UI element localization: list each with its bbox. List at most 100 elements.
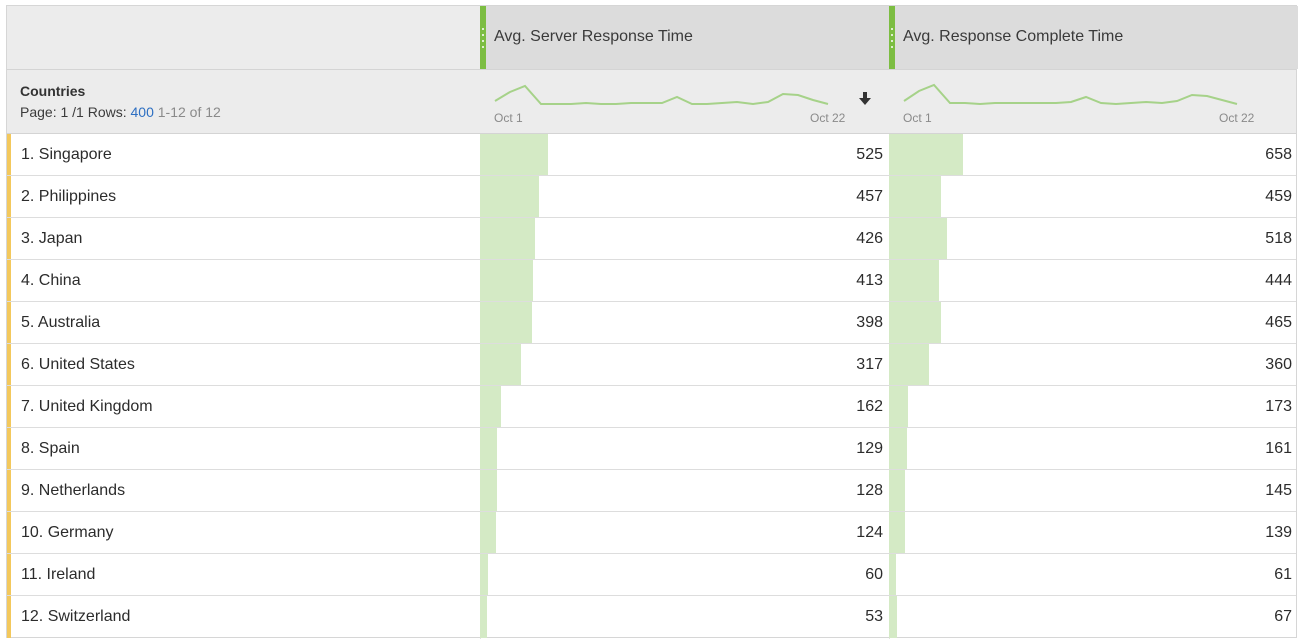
table-row[interactable]: 2. Philippines 457 459 (7, 176, 1296, 218)
metric-cell: 413 (480, 260, 889, 301)
cell-value: 317 (856, 356, 883, 373)
metric-cell: 53 (480, 596, 889, 638)
value-bar (889, 596, 897, 638)
row-label[interactable]: 5. Australia (21, 314, 101, 331)
metric-cell: 465 (889, 302, 1298, 343)
row-label[interactable]: 7. United Kingdom (21, 398, 153, 415)
table-row[interactable]: 5. Australia 398 465 (7, 302, 1296, 344)
value-bar (889, 218, 947, 259)
table-row[interactable]: 12. Switzerland 53 67 (7, 596, 1296, 638)
cell-value: 60 (865, 566, 883, 583)
value-bar (480, 554, 488, 595)
row-marker (7, 554, 11, 595)
column-grip-icon[interactable] (889, 6, 895, 69)
row-label[interactable]: 9. Netherlands (21, 482, 126, 499)
cell-value: 426 (856, 230, 883, 247)
cell-value: 139 (1265, 524, 1292, 541)
metric-cell: 457 (480, 176, 889, 217)
value-bar (480, 218, 535, 259)
value-bar (480, 134, 548, 175)
table-row[interactable]: 7. United Kingdom 162 173 (7, 386, 1296, 428)
cell-value: 61 (1274, 566, 1292, 583)
row-label[interactable]: 12. Switzerland (21, 608, 131, 625)
table-row[interactable]: 3. Japan 426 518 (7, 218, 1296, 260)
metric-cell: 124 (480, 512, 889, 553)
cell-value: 658 (1265, 146, 1292, 163)
row-marker (7, 470, 11, 511)
sparkline-response-complete: Oct 1 Oct 22 (889, 70, 1298, 133)
metric-title: Avg. Response Complete Time (903, 28, 1124, 45)
metric-cell: 162 (480, 386, 889, 427)
metric-cell: 518 (889, 218, 1298, 259)
table-row[interactable]: 10. Germany 124 139 (7, 512, 1296, 554)
cell-value: 457 (856, 188, 883, 205)
row-marker (7, 344, 11, 385)
metric-cell: 658 (889, 134, 1298, 175)
metric-cell: 317 (480, 344, 889, 385)
metric-cell: 360 (889, 344, 1298, 385)
row-marker (7, 302, 11, 343)
row-label[interactable]: 10. Germany (21, 524, 114, 541)
value-bar (889, 134, 963, 175)
value-bar (889, 344, 929, 385)
cell-value: 67 (1274, 608, 1292, 625)
value-bar (480, 386, 501, 427)
metric-header-response-complete[interactable]: Avg. Response Complete Time (889, 6, 1298, 69)
page-label[interactable]: Page: 1 /1 (20, 104, 84, 120)
metric-cell: 60 (480, 554, 889, 595)
table-row[interactable]: 9. Netherlands 128 145 (7, 470, 1296, 512)
metric-header-server-response[interactable]: Avg. Server Response Time (480, 6, 889, 69)
dimension-header: Countries Page: 1 /1 Rows: 400 1-12 of 1… (20, 83, 221, 120)
row-marker (7, 512, 11, 553)
cell-value: 161 (1265, 440, 1292, 457)
row-marker (7, 596, 11, 638)
value-bar (480, 302, 532, 343)
metric-cell: 444 (889, 260, 1298, 301)
row-marker (7, 218, 11, 259)
row-label[interactable]: 3. Japan (21, 230, 83, 247)
value-bar (480, 512, 496, 553)
value-bar (889, 428, 907, 469)
row-marker (7, 428, 11, 469)
metric-cell: 161 (889, 428, 1298, 469)
metric-cell: 139 (889, 512, 1298, 553)
row-label[interactable]: 4. China (21, 272, 81, 289)
row-label[interactable]: 1. Singapore (21, 146, 112, 163)
metric-cell: 145 (889, 470, 1298, 511)
value-bar (480, 470, 497, 511)
row-range: 1-12 of 12 (157, 104, 221, 120)
metric-cell: 67 (889, 596, 1298, 638)
table-row[interactable]: 6. United States 317 360 (7, 344, 1296, 386)
row-label[interactable]: 11. Ireland (21, 566, 96, 583)
column-grip-icon[interactable] (480, 6, 486, 69)
row-label[interactable]: 8. Spain (21, 440, 80, 457)
table-row[interactable]: 11. Ireland 60 61 (7, 554, 1296, 596)
cell-value: 124 (856, 524, 883, 541)
freeform-table: Avg. Server Response Time Avg. Response … (6, 5, 1298, 639)
row-label[interactable]: 6. United States (21, 356, 135, 373)
table-row[interactable]: 8. Spain 129 161 (7, 428, 1296, 470)
cell-value: 444 (1265, 272, 1292, 289)
metric-cell: 525 (480, 134, 889, 175)
pagination: Page: 1 /1 Rows: 400 1-12 of 12 (20, 104, 221, 120)
table-row[interactable]: 4. China 413 444 (7, 260, 1296, 302)
row-label[interactable]: 2. Philippines (21, 188, 117, 205)
rows-per-page-selector[interactable]: 400 (130, 104, 154, 120)
cell-value: 162 (856, 398, 883, 415)
value-bar (889, 512, 905, 553)
cell-value: 525 (856, 146, 883, 163)
row-marker (7, 386, 11, 427)
value-bar (480, 428, 497, 469)
metric-cell: 61 (889, 554, 1298, 595)
metric-cell: 173 (889, 386, 1298, 427)
cell-value: 465 (1265, 314, 1292, 331)
metric-cell: 129 (480, 428, 889, 469)
metric-cell: 459 (889, 176, 1298, 217)
cell-value: 129 (856, 440, 883, 457)
rows-label: Rows: (87, 104, 127, 120)
value-bar (889, 176, 941, 217)
value-bar (480, 344, 521, 385)
value-bar (480, 260, 533, 301)
table-row[interactable]: 1. Singapore 525 658 (7, 134, 1296, 176)
cell-value: 398 (856, 314, 883, 331)
